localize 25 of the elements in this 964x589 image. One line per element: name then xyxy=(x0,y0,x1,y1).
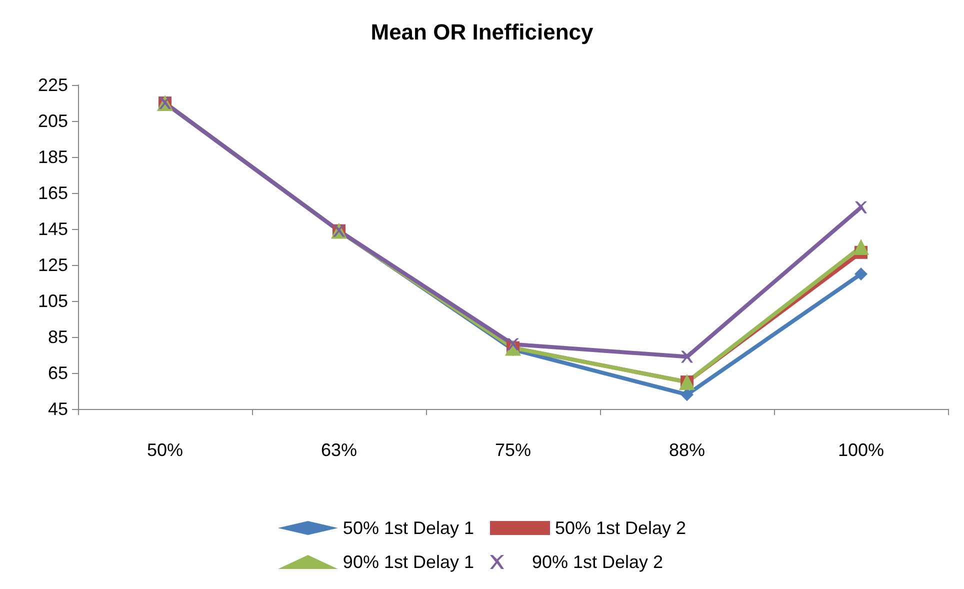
y-tick-label: 85 xyxy=(48,327,68,347)
point xyxy=(853,239,869,255)
y-tick-label: 45 xyxy=(48,399,68,419)
x-tick-label: 63% xyxy=(320,440,358,460)
y-tick-label: 105 xyxy=(38,291,68,311)
point xyxy=(680,388,694,402)
x-tick-label: 75% xyxy=(494,440,532,460)
y-tick-label: 145 xyxy=(38,219,68,239)
legend-label: 50% 1st Delay 2 xyxy=(555,518,686,538)
point xyxy=(855,201,867,214)
legend-label: 50% 1st Delay 1 xyxy=(342,518,474,538)
point xyxy=(854,268,868,280)
y-tick-label: 225 xyxy=(38,75,68,95)
y-tick-label: 185 xyxy=(38,147,68,167)
y-tick-label: 205 xyxy=(38,111,68,131)
point xyxy=(681,350,693,363)
chart-title: Mean OR Inefficiency xyxy=(370,20,594,44)
y-tick-label: 125 xyxy=(38,255,68,275)
x-tick-label: 50% xyxy=(146,440,184,460)
x-tick-label: 88% xyxy=(668,440,706,460)
x-tick-label: 100% xyxy=(838,440,884,460)
y-tick-label: 65 xyxy=(48,363,68,383)
legend-label: 90% 1st Delay 1 xyxy=(342,552,474,572)
legend-label: 90% 1st Delay 2 xyxy=(532,552,664,572)
y-tick-label: 165 xyxy=(38,183,68,203)
